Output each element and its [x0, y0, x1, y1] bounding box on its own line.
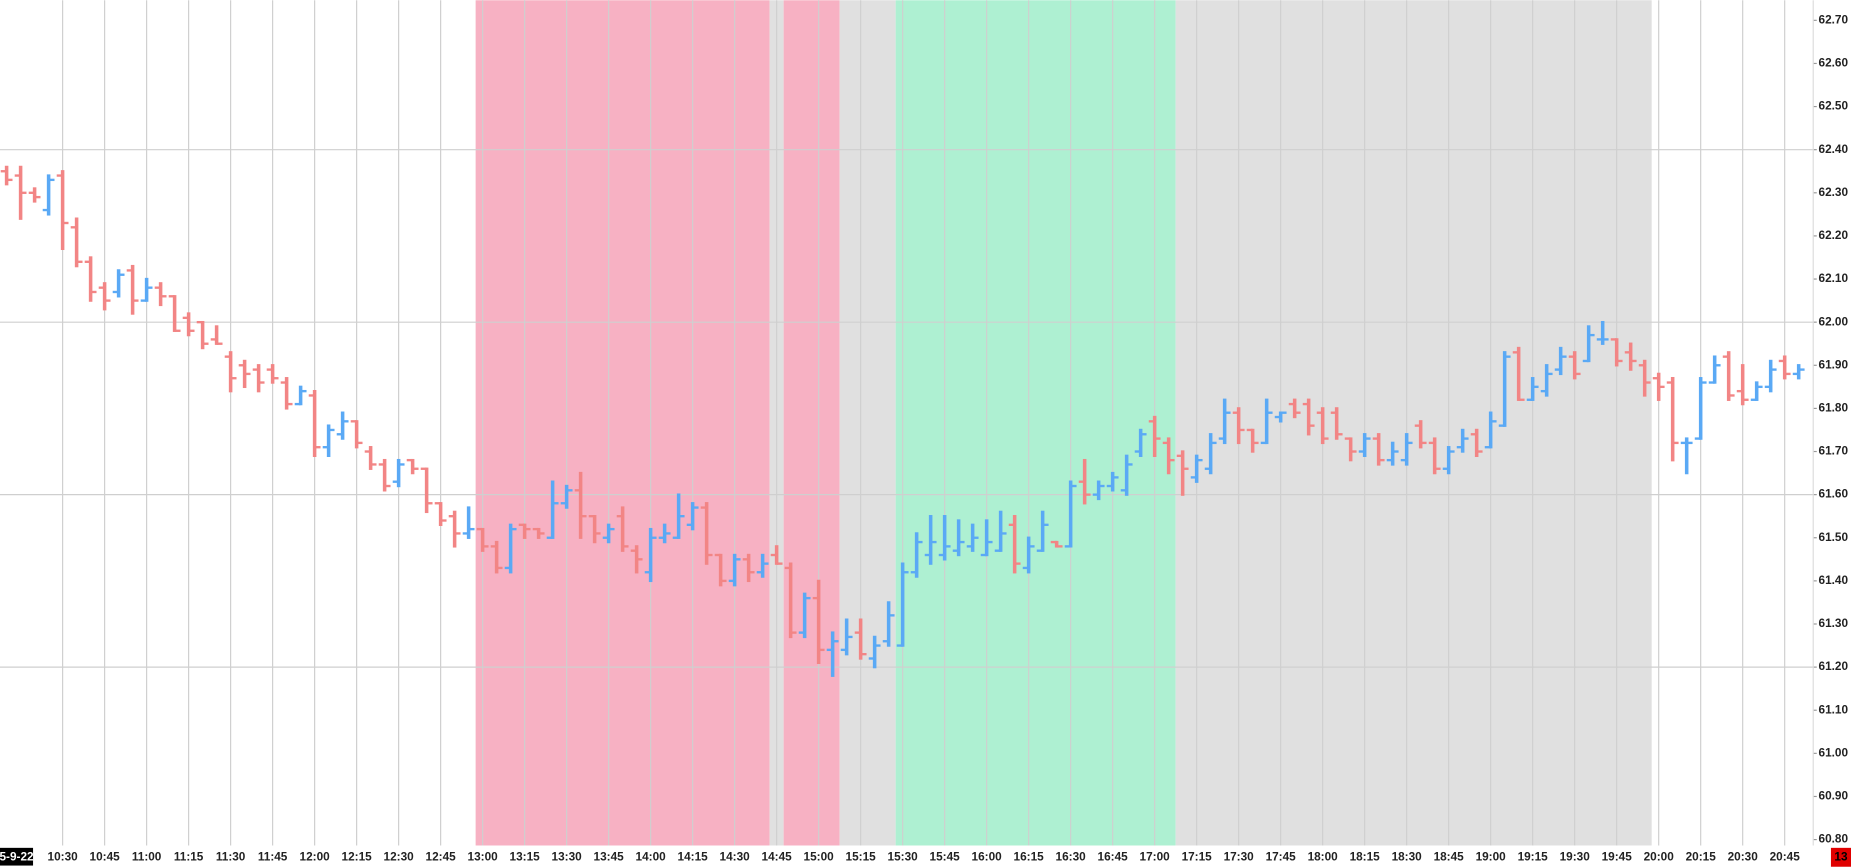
date-box [0, 847, 34, 866]
x-tick-label: 10:30 [48, 849, 79, 863]
y-tick-label: 61.80 [1819, 401, 1849, 415]
y-tick-label: 61.60 [1819, 487, 1849, 501]
y-tick-label: 61.10 [1819, 702, 1849, 716]
y-tick-label: 61.00 [1819, 745, 1849, 759]
x-tick-label: 19:00 [1476, 849, 1507, 863]
session-band [1175, 0, 1652, 846]
x-tick-label: 14:30 [720, 849, 751, 863]
x-tick-label: 16:00 [972, 849, 1003, 863]
x-tick-label: 13:30 [552, 849, 583, 863]
x-tick-label: 19:15 [1518, 849, 1549, 863]
session-band [475, 0, 770, 846]
y-tick-label: 61.70 [1819, 444, 1849, 458]
price-bars [0, 165, 1805, 677]
x-tick-label: 18:45 [1434, 849, 1465, 863]
y-tick-label: 61.40 [1819, 573, 1849, 587]
x-tick-label: 19:45 [1602, 849, 1633, 863]
x-tick-label: 15:30 [888, 849, 919, 863]
timer-box [1830, 847, 1851, 867]
y-tick-label: 61.30 [1819, 616, 1849, 630]
x-tick-label: 17:45 [1266, 849, 1297, 863]
y-tick-label: 62.30 [1819, 185, 1849, 199]
x-tick-label: 15:00 [804, 849, 835, 863]
y-tick-label: 61.90 [1819, 357, 1849, 371]
x-tick-label: 16:45 [1098, 849, 1129, 863]
x-tick-label: 14:45 [762, 849, 793, 863]
x-tick-label: 20:30 [1728, 849, 1759, 863]
x-tick-label: 16:30 [1056, 849, 1087, 863]
y-tick-label: 60.90 [1819, 789, 1849, 803]
y-tick-label: 61.20 [1819, 659, 1849, 673]
x-tick-label: 11:30 [216, 849, 246, 863]
x-tick-label: 12:15 [342, 849, 373, 863]
y-tick-label: 62.70 [1819, 12, 1849, 26]
x-tick-label: 13:45 [594, 849, 625, 863]
x-tick-label: 12:45 [426, 849, 457, 863]
x-tick-label: 20:15 [1686, 849, 1717, 863]
x-tick-label: 12:30 [384, 849, 415, 863]
y-tick-label: 62.40 [1819, 142, 1849, 156]
x-tick-label: 11:00 [132, 849, 162, 863]
session-bands [475, 0, 1652, 846]
y-tick-label: 62.20 [1819, 228, 1849, 242]
x-tick-label: 13:15 [510, 849, 541, 863]
y-tick-label: 62.00 [1819, 314, 1849, 328]
x-tick-label: 12:00 [300, 849, 331, 863]
y-tick-label: 62.60 [1819, 56, 1849, 70]
date-label: 5-9-22 [0, 849, 34, 863]
session-band [839, 0, 896, 846]
x-tick-label: 10:45 [90, 849, 121, 863]
x-tick-label: 20:45 [1770, 849, 1801, 863]
x-tick-label: 18:15 [1350, 849, 1381, 863]
x-tick-label: 15:45 [930, 849, 961, 863]
x-tick-label: 20:00 [1644, 849, 1675, 863]
x-tick-label: 14:15 [678, 849, 709, 863]
x-tick-label: 11:45 [258, 849, 288, 863]
x-tick-label: 18:00 [1308, 849, 1339, 863]
session-band [783, 0, 840, 846]
x-tick-label: 16:15 [1014, 849, 1045, 863]
timer-label: 13 [1834, 849, 1848, 863]
x-tick-label: 17:30 [1224, 849, 1255, 863]
x-tick-label: 17:15 [1182, 849, 1213, 863]
y-tick-label: 62.10 [1819, 271, 1849, 285]
x-tick-label: 18:30 [1392, 849, 1423, 863]
y-tick-label: 61.50 [1819, 530, 1849, 544]
x-tick-label: 17:00 [1140, 849, 1171, 863]
x-tick-label: 15:15 [846, 849, 877, 863]
x-tick-label: 11:15 [174, 849, 204, 863]
y-tick-label: 60.80 [1819, 832, 1849, 846]
y-tick-label: 62.50 [1819, 99, 1849, 113]
x-tick-label: 19:30 [1560, 849, 1591, 863]
x-tick-label: 13:00 [468, 849, 499, 863]
x-tick-label: 14:00 [636, 849, 667, 863]
session-band [895, 0, 1176, 846]
